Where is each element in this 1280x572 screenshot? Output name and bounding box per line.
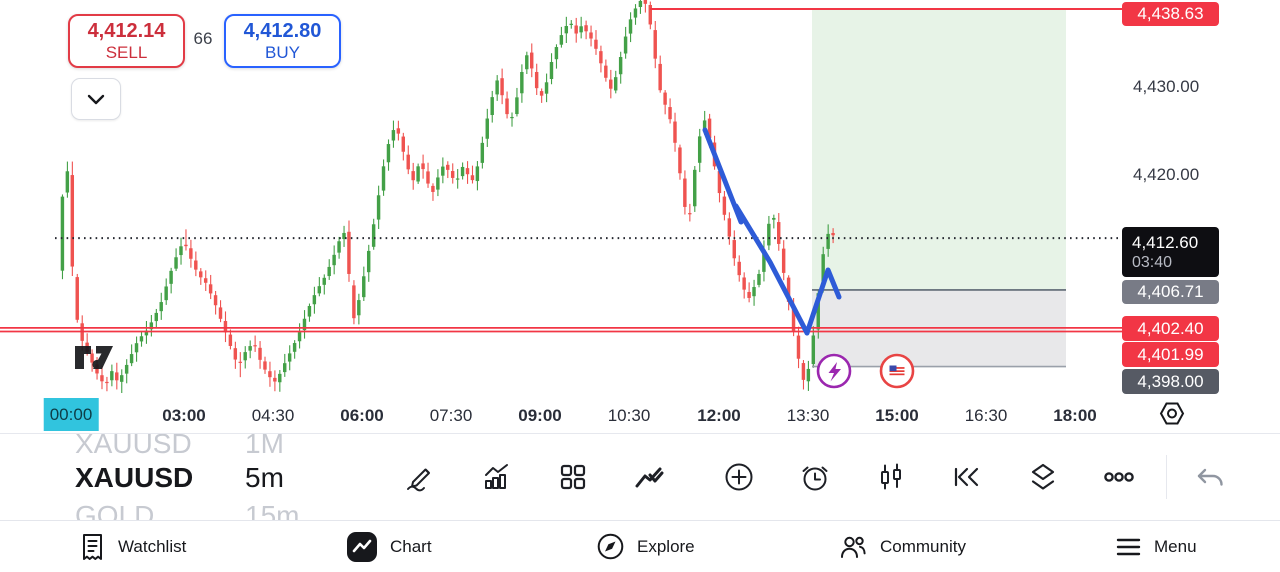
buy-label: BUY [265, 42, 300, 62]
time-tick: 00:00 [43, 398, 99, 431]
watchlist-icon [83, 533, 102, 560]
time-tick: 16:30 [964, 406, 1008, 425]
price-badge: 4,401.99 [1122, 342, 1219, 367]
price-badge: 4,412.60 03:40 [1122, 227, 1219, 277]
time-tick: 13:30 [786, 406, 830, 425]
bottom-navigation: Watchlist Chart Explore Community [0, 520, 1280, 572]
chart-area[interactable]: 4,412.14 SELL 66 4,412.80 BUY 4,430.00 4,… [0, 0, 1280, 397]
nav-menu[interactable]: Menu [1116, 521, 1197, 572]
patterns-icon[interactable] [633, 461, 665, 493]
time-tick: 03:00 [162, 406, 206, 425]
price-badge: 4,406.71 [1122, 280, 1219, 304]
symbol-picker-prev[interactable]: XAUUSD 1M [0, 434, 330, 462]
time-tick: 09:00 [518, 406, 562, 425]
nav-community[interactable]: Community [839, 521, 966, 572]
current-symbol: XAUUSD [75, 462, 194, 493]
menu-hamburger-icon [1116, 538, 1141, 555]
downtrend-arrow[interactable] [702, 127, 810, 336]
next-symbol: GOLD [75, 500, 155, 520]
more-options-icon[interactable] [1103, 461, 1135, 493]
undo-icon[interactable] [1194, 461, 1226, 493]
sell-label: SELL [105, 42, 148, 62]
chevron-down-icon [87, 94, 105, 105]
alert-clock-icon[interactable] [799, 461, 831, 493]
bar-replay-icon[interactable] [950, 461, 982, 493]
nav-chart[interactable]: Chart [347, 521, 432, 572]
bounce-arrow[interactable] [804, 267, 842, 336]
time-tick: 06:00 [340, 406, 384, 425]
prev-interval: 1M [245, 434, 284, 459]
chart-type-candles-icon[interactable] [875, 461, 907, 493]
price-badge: 4,402.40 [1122, 316, 1219, 341]
buy-button[interactable]: 4,412.80 BUY [224, 14, 341, 68]
nav-menu-label: Menu [1154, 536, 1197, 556]
current-interval: 5m [245, 462, 284, 493]
sell-price: 4,412.14 [87, 19, 166, 42]
nav-watchlist[interactable]: Watchlist [80, 521, 186, 572]
community-people-icon [841, 536, 866, 558]
time-tick: 18:00 [1053, 406, 1097, 425]
price-axis-label: 4,430.00 [1133, 77, 1200, 96]
chart-toolbar: XAUUSD 1M XAUUSD 5m GOLD 15m [0, 434, 1280, 520]
profit-zone[interactable] [812, 9, 1066, 290]
collapse-trade-panel-button[interactable] [71, 78, 121, 120]
nav-chart-label: Chart [390, 536, 432, 556]
price-badge: 4,438.63 [1122, 2, 1219, 26]
time-tick: 12:00 [697, 406, 741, 425]
divider [0, 433, 1280, 434]
price-badge: 4,398.00 [1122, 369, 1219, 394]
sell-button[interactable]: 4,412.14 SELL [68, 14, 185, 68]
prev-symbol: XAUUSD [75, 434, 192, 459]
axis-settings-icon[interactable] [1158, 400, 1186, 427]
symbol-picker-current[interactable]: XAUUSD 5m [0, 462, 330, 496]
time-tick: 15:00 [875, 406, 919, 425]
lightning-icon [828, 362, 841, 382]
spread-value: 66 [193, 29, 213, 48]
chart-icon [347, 531, 377, 562]
price-chart[interactable] [0, 0, 1128, 397]
price-axis-label: 4,420.00 [1133, 165, 1200, 184]
add-order-icon[interactable] [723, 461, 755, 493]
countdown: 03:40 [1132, 253, 1173, 271]
object-tree-layers-icon[interactable] [1027, 461, 1059, 493]
next-interval: 15m [245, 500, 300, 520]
symbol-picker-next[interactable]: GOLD 15m [0, 500, 330, 520]
nav-community-label: Community [880, 536, 966, 556]
buy-price: 4,412.80 [243, 19, 322, 42]
indicators-icon[interactable] [481, 461, 513, 493]
explore-compass-icon [597, 533, 624, 560]
divider [1166, 455, 1167, 499]
nav-explore-label: Explore [637, 536, 695, 556]
layout-grid-icon[interactable] [557, 461, 589, 493]
time-tick: 10:30 [607, 406, 651, 425]
draw-tool-icon[interactable] [404, 461, 436, 493]
price-axis[interactable]: 4,430.00 4,420.00 4,438.63 4,412.60 03:40 4,4… [1122, 0, 1280, 397]
nav-watchlist-label: Watchlist [118, 536, 187, 556]
tradingview-logo [75, 346, 113, 370]
time-axis[interactable]: 00:00 03:00 04:30 06:00 07:30 09:00 10:30 12:00… [0, 397, 1280, 433]
nav-explore[interactable]: Explore [597, 521, 695, 572]
time-tick: 04:30 [251, 406, 295, 425]
time-tick: 07:30 [429, 406, 473, 425]
